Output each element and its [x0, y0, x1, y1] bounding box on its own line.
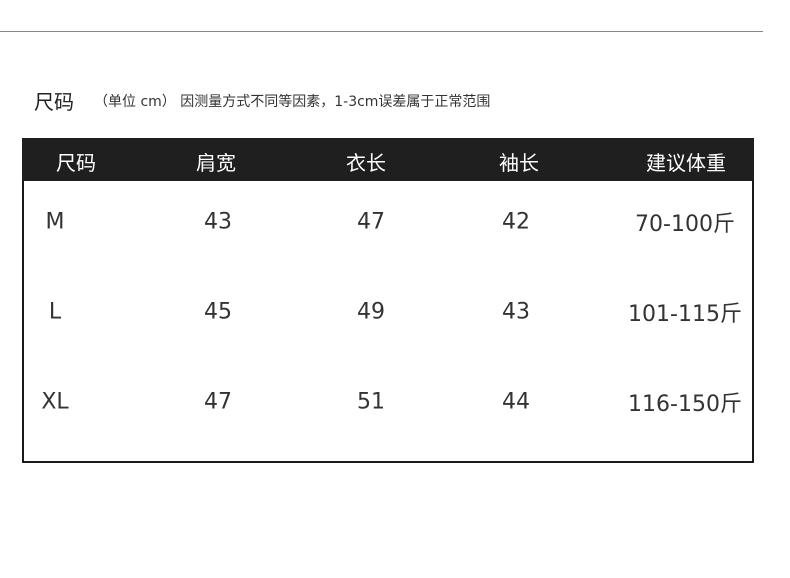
header-size: 尺码 — [56, 151, 96, 175]
page-title: 尺码 — [34, 90, 74, 114]
cell-sleeve: 43 — [502, 299, 530, 325]
cell-size: L — [48, 299, 62, 325]
header-shoulder: 肩宽 — [196, 151, 236, 175]
cell-shoulder: 45 — [204, 299, 232, 325]
top-divider — [0, 31, 763, 32]
cell-length: 47 — [357, 209, 385, 235]
cell-weight: 70-100斤 — [635, 212, 735, 237]
cell-shoulder: 47 — [204, 389, 232, 415]
header-length: 衣长 — [346, 151, 386, 175]
cell-sleeve: 42 — [502, 209, 530, 235]
cell-weight: 116-150斤 — [628, 392, 742, 417]
header-weight: 建议体重 — [646, 151, 726, 175]
cell-length: 49 — [357, 299, 385, 325]
measurement-note: （单位 cm） 因测量方式不同等因素，1-3cm误差属于正常范围 — [94, 94, 491, 110]
size-table: 尺码 肩宽 衣长 袖长 建议体重 M 43 47 42 70-100斤 L 45 49 43 10… — [22, 138, 754, 463]
cell-length: 51 — [357, 389, 385, 415]
header-sleeve: 袖长 — [499, 151, 539, 175]
cell-weight: 101-115斤 — [628, 302, 742, 327]
table-header: 尺码 肩宽 衣长 袖长 建议体重 — [22, 138, 754, 181]
cell-shoulder: 43 — [204, 209, 232, 235]
cell-size: XL — [41, 389, 69, 415]
cell-size: M — [45, 209, 65, 235]
cell-sleeve: 44 — [502, 389, 530, 415]
